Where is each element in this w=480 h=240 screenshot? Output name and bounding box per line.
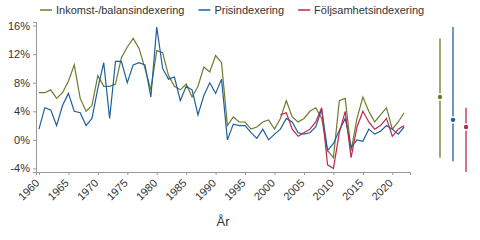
y-tick: 16% xyxy=(8,20,36,32)
x-axis: 1960196519701975198019851990199520002005… xyxy=(16,172,411,202)
x-tick-label: 2015 xyxy=(340,177,366,203)
x-tick-label: 2005 xyxy=(281,177,307,203)
range-bar xyxy=(465,108,466,172)
x-tick-label: 1970 xyxy=(75,177,101,203)
x-tick-label: 2010 xyxy=(310,177,336,203)
x-tick-label: 1980 xyxy=(134,177,160,203)
x-tick-mark xyxy=(98,172,99,175)
x-axis-title: År xyxy=(217,214,231,229)
x-tick: 1985 xyxy=(163,172,189,202)
legend-item: Följsamhetsindexering xyxy=(298,4,424,16)
legend-swatch xyxy=(298,9,310,11)
x-tick-mark xyxy=(333,172,334,175)
x-tick-mark xyxy=(127,172,128,175)
x-tick: 2015 xyxy=(340,172,366,202)
legend: Inkomst-/balansindexering Prisindexering F… xyxy=(40,4,424,16)
x-tick: 2000 xyxy=(251,172,277,202)
x-tick-mark xyxy=(363,172,364,175)
x-tick-mark xyxy=(216,172,217,175)
y-tick: 12% xyxy=(8,48,36,60)
y-axis: -4% 0% 4% 8% 12% 16% xyxy=(8,20,37,175)
legend-label: Inkomst-/balansindexering xyxy=(56,4,184,16)
x-tick: 1970 xyxy=(75,172,101,202)
x-tick: 2005 xyxy=(281,172,307,202)
y-tick: 0% xyxy=(14,134,36,146)
y-tick-mark xyxy=(33,26,36,27)
y-tick-mark xyxy=(33,168,36,169)
x-tick-mark xyxy=(157,172,158,175)
x-tick-mark xyxy=(245,172,246,175)
chart: -4%0%4%8%12%16%1960196519701975198019851… xyxy=(0,0,480,240)
x-tick-mark xyxy=(392,172,393,175)
x-tick-label: 2000 xyxy=(251,177,277,203)
mean-dot xyxy=(438,95,442,99)
x-tick-label: 1965 xyxy=(45,177,71,203)
x-tick-mark xyxy=(304,172,305,175)
y-tick: 4% xyxy=(14,105,36,117)
mean-dot xyxy=(464,125,468,129)
x-tick: 1960 xyxy=(16,172,42,202)
x-axis-line xyxy=(37,173,411,176)
legend-swatch xyxy=(198,9,210,11)
y-tick: -4% xyxy=(10,162,36,174)
y-tick-label: -4% xyxy=(10,162,30,174)
x-tick-mark xyxy=(39,172,40,175)
x-tick-label: 2020 xyxy=(369,177,395,203)
legend-swatch xyxy=(40,9,52,11)
y-tick-mark xyxy=(33,140,36,141)
legend-label: Prisindexering xyxy=(214,4,284,16)
x-tick: 1995 xyxy=(222,172,248,202)
y-tick: 8% xyxy=(14,77,36,89)
series-line xyxy=(280,108,404,169)
y-tick-label: 16% xyxy=(8,20,30,32)
x-tick-label: 1990 xyxy=(192,177,218,203)
y-tick-label: 12% xyxy=(8,48,30,60)
x-tick: 1990 xyxy=(192,172,218,202)
y-tick-label: 0% xyxy=(14,134,30,146)
y-tick-label: 8% xyxy=(14,77,30,89)
x-tick-label: 1995 xyxy=(222,177,248,203)
x-tick: 1975 xyxy=(104,172,130,202)
x-tick: 1965 xyxy=(45,172,71,202)
x-tick: 2010 xyxy=(310,172,336,202)
x-tick: 2020 xyxy=(369,172,395,202)
series-line xyxy=(39,27,404,151)
y-axis-line xyxy=(33,23,37,173)
y-tick-label: 4% xyxy=(14,105,30,117)
y-tick-mark xyxy=(33,54,36,55)
x-tick-label: 1985 xyxy=(163,177,189,203)
plot-area xyxy=(39,27,404,168)
x-tick: 1980 xyxy=(134,172,160,202)
y-tick-mark xyxy=(33,111,36,112)
x-tick-label: 1975 xyxy=(104,177,130,203)
summary xyxy=(438,27,468,172)
x-tick-label: 1960 xyxy=(16,177,42,203)
x-tick-mark xyxy=(186,172,187,175)
x-tick-mark xyxy=(275,172,276,175)
legend-label: Följsamhetsindexering xyxy=(314,4,424,16)
legend-item: Prisindexering xyxy=(198,4,284,16)
x-tick-mark xyxy=(68,172,69,175)
y-tick-mark xyxy=(33,83,36,84)
range-bar xyxy=(452,27,453,161)
mean-dot xyxy=(451,118,455,122)
legend-item: Inkomst-/balansindexering xyxy=(40,4,184,16)
